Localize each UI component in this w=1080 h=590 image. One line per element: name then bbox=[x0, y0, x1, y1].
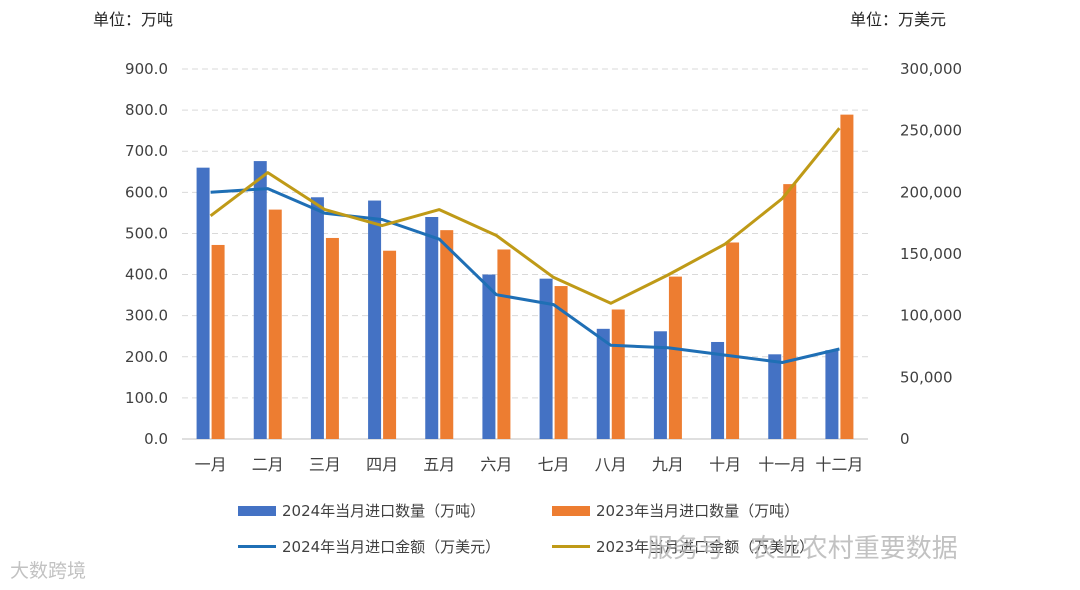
y-left-tick-label: 0.0 bbox=[144, 430, 168, 448]
y-left-tick-label: 400.0 bbox=[125, 266, 168, 284]
watermark-left: 大数跨境 bbox=[10, 560, 87, 582]
y-left-tick-label: 300.0 bbox=[125, 307, 168, 325]
legend-item-2023-quantity: 2023年当月进口数量（万吨） bbox=[552, 500, 799, 521]
line-2024-value bbox=[210, 187, 840, 364]
bar-2023-quantity bbox=[268, 209, 282, 439]
bar-2024-quantity bbox=[768, 354, 782, 439]
bar-2024-quantity bbox=[253, 161, 267, 440]
bar-2024-quantity bbox=[196, 167, 210, 439]
y-right-tick-label: 50,000 bbox=[900, 368, 953, 386]
bar-2023-quantity bbox=[383, 250, 397, 439]
y-left-tick-label: 700.0 bbox=[125, 142, 168, 160]
legend-swatch-2024-value bbox=[238, 545, 276, 548]
bar-2023-quantity bbox=[611, 309, 625, 439]
legend-item-2024-quantity: 2024年当月进口数量（万吨） bbox=[238, 500, 485, 521]
line-2023-value bbox=[209, 127, 841, 305]
legend-label-2024-value: 2024年当月进口金额（万美元） bbox=[282, 538, 501, 556]
x-tick-label: 十月 bbox=[709, 455, 741, 474]
bar-2024-quantity bbox=[368, 200, 382, 439]
y-left-tick-label: 900.0 bbox=[125, 60, 168, 78]
x-tick-label: 七月 bbox=[538, 455, 570, 474]
bar-2024-quantity bbox=[711, 341, 725, 439]
y-left-tick-label: 800.0 bbox=[125, 101, 168, 119]
legend-swatch-2024-quantity bbox=[238, 505, 276, 516]
watermark-right: 服务号 · 农业农村重要数据 bbox=[647, 534, 958, 564]
y-left-tick-label: 200.0 bbox=[125, 348, 168, 366]
legend-label-2024-quantity: 2024年当月进口数量（万吨） bbox=[282, 502, 486, 520]
y-right-tick-label: 0 bbox=[900, 430, 910, 448]
bar-2024-quantity bbox=[310, 197, 324, 439]
x-tick-label: 二月 bbox=[252, 455, 284, 474]
bar-2023-quantity bbox=[726, 242, 740, 439]
bar-2024-quantity bbox=[482, 274, 496, 439]
bar-2024-quantity bbox=[539, 278, 553, 439]
x-tick-label: 三月 bbox=[309, 455, 341, 474]
left-axis-unit: 单位：万吨 bbox=[93, 10, 174, 29]
legend-item-2023-value: 2023年当月进口金额（万美元） bbox=[552, 536, 814, 557]
bar-2024-quantity bbox=[596, 328, 610, 439]
right-axis-unit: 单位：万美元 bbox=[850, 10, 947, 29]
x-tick-label: 四月 bbox=[366, 455, 398, 474]
x-tick-label: 九月 bbox=[652, 455, 684, 474]
bar-2023-quantity bbox=[840, 114, 854, 439]
y-right-tick-label: 250,000 bbox=[900, 122, 962, 140]
bar-2024-quantity bbox=[653, 331, 667, 439]
legend-swatch-2023-value bbox=[552, 545, 590, 548]
bar-2023-quantity bbox=[211, 244, 225, 439]
bar-2023-quantity bbox=[440, 230, 454, 439]
bar-2023-quantity bbox=[497, 249, 511, 439]
bar-2023-quantity bbox=[554, 286, 568, 439]
x-tick-label: 一月 bbox=[195, 455, 227, 474]
bar-2024-quantity bbox=[425, 217, 439, 439]
bar-2023-quantity bbox=[783, 184, 797, 439]
bar-2023-quantity bbox=[668, 276, 682, 439]
x-tick-label: 六月 bbox=[480, 455, 512, 474]
legend-item-2024-value: 2024年当月进口金额（万美元） bbox=[238, 536, 500, 557]
bar-2024-quantity bbox=[825, 350, 839, 439]
y-left-tick-label: 600.0 bbox=[125, 183, 168, 201]
x-tick-label: 十二月 bbox=[815, 455, 863, 474]
y-right-tick-label: 200,000 bbox=[900, 183, 962, 201]
legend-label-2023-value: 2023年当月进口金额（万美元） bbox=[596, 538, 815, 556]
y-left-tick-label: 500.0 bbox=[125, 224, 168, 242]
y-left-tick-label: 100.0 bbox=[125, 389, 168, 407]
x-tick-label: 八月 bbox=[595, 455, 627, 474]
y-right-tick-label: 100,000 bbox=[900, 307, 962, 325]
y-right-tick-label: 300,000 bbox=[900, 60, 962, 78]
y-right-tick-label: 150,000 bbox=[900, 245, 962, 263]
x-tick-label: 十一月 bbox=[758, 455, 806, 474]
x-tick-label: 五月 bbox=[423, 455, 455, 474]
bar-2023-quantity bbox=[325, 237, 339, 439]
legend-label-2023-quantity: 2023年当月进口数量（万吨） bbox=[596, 502, 800, 520]
legend-swatch-2023-quantity bbox=[552, 505, 590, 516]
